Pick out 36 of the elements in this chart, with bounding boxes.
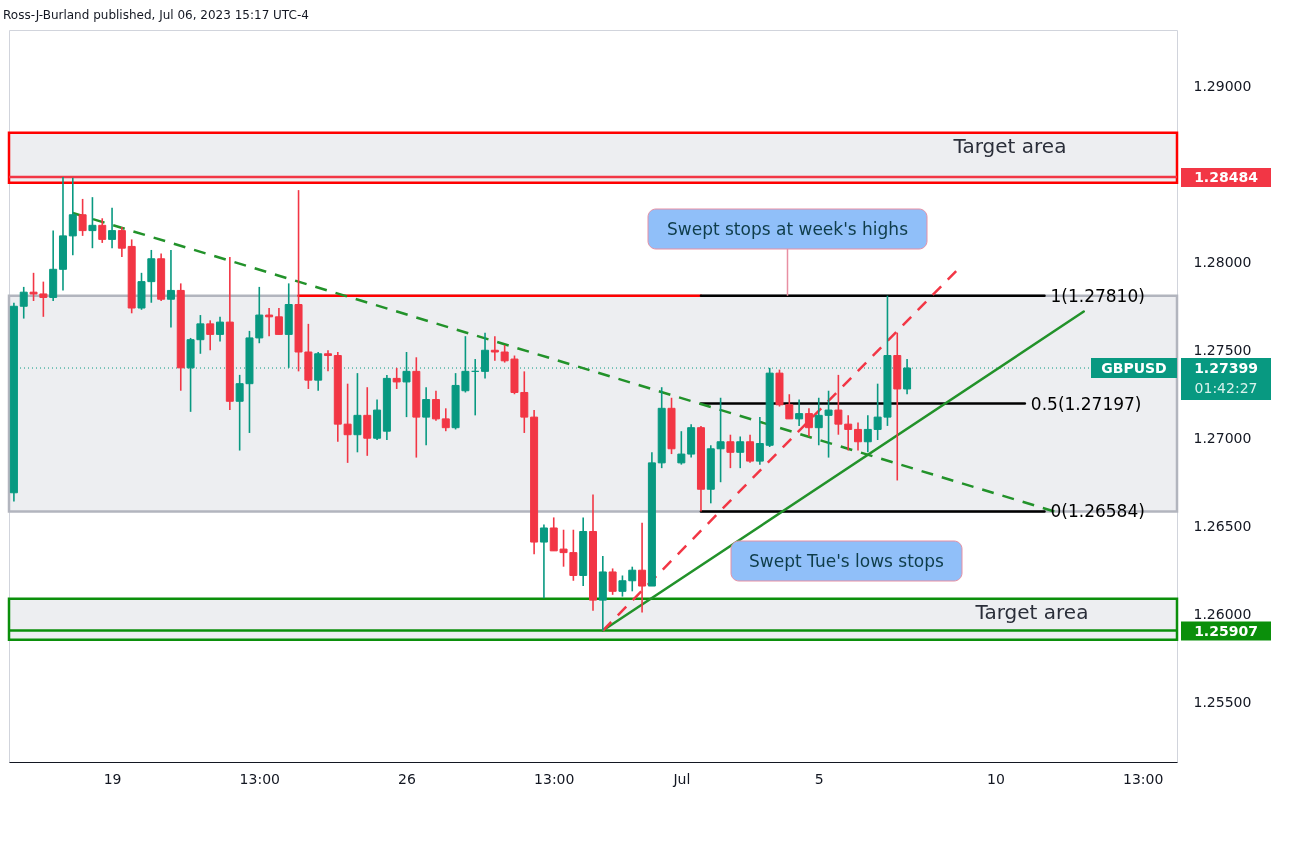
band-label: Target area (974, 599, 1089, 624)
candlestick (667, 396, 676, 455)
text: 1.27399 (1194, 360, 1258, 377)
y-tick-label: 1.28000 (1193, 253, 1252, 270)
y-tick-label: 1.29000 (1193, 77, 1252, 94)
y-tick-label: 1.26500 (1193, 517, 1252, 534)
x-tick-label: 13:00 (534, 770, 575, 787)
x-tick-label: 19 (103, 770, 122, 787)
x-tick-label: 13:00 (1122, 770, 1164, 787)
band-label: Target area (952, 133, 1067, 158)
y-tick-label: 1.26000 (1193, 605, 1252, 622)
ref-line-label: 1.25907 (1194, 622, 1258, 639)
x-tick-label: 10 (987, 770, 1005, 787)
y-tick-label: 1.27000 (1193, 429, 1252, 446)
candlestick (88, 196, 97, 249)
series-label: 0.5(1.27197) (1030, 393, 1142, 414)
chart-title: Ross-J-Burland published, Jul 06, 2023 15:17 UTC-4 (3, 8, 309, 22)
candlestick (608, 567, 617, 596)
y-tick-label: 1.25500 (1193, 693, 1252, 710)
x-tick-label: 13:00 (239, 770, 280, 787)
ref-line-label: GBPUSD (1101, 360, 1167, 377)
annotation: Swept stops at week's highs (667, 219, 909, 239)
annotation: Swept Tue's lows stops (749, 551, 945, 571)
ref-line-label: 1.28484 (1194, 169, 1259, 186)
candlestick (677, 430, 686, 466)
candlestick (726, 433, 735, 469)
series-label: 1(1.27810) (1050, 285, 1145, 306)
series-label: 0(1.26584) (1050, 501, 1145, 522)
candlestick (392, 367, 401, 390)
x-tick-label: Jul (672, 770, 691, 787)
y-tick-label: 1.27500 (1193, 341, 1252, 358)
text: 01:42:27 (1194, 380, 1258, 397)
x-tick-label: 26 (398, 770, 417, 787)
candlestick (78, 198, 87, 237)
candlestick (353, 372, 362, 454)
x-tick-label: 5 (814, 770, 824, 787)
